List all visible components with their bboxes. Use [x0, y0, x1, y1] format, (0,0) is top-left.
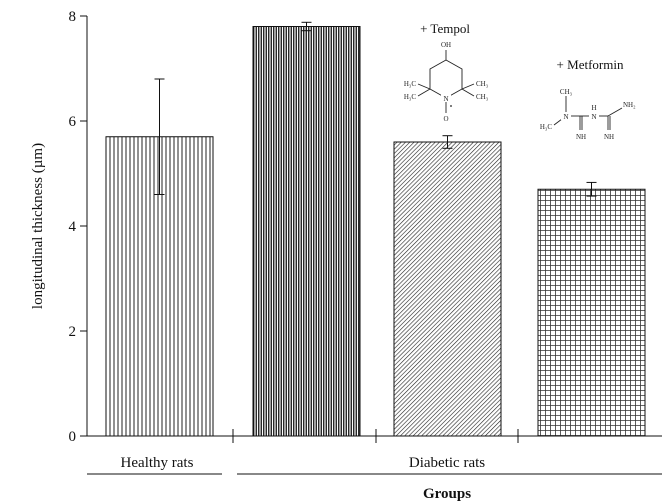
bars: [105, 21, 646, 437]
y-tick-label: 6: [69, 114, 77, 130]
metformin-atom-nh-left: NH: [576, 133, 586, 141]
tempol-atom-oh: OH: [441, 41, 451, 49]
metformin-atom-nh-right: NH: [604, 133, 614, 141]
metformin-atom-h3c: H₃C: [540, 123, 552, 131]
bar: [393, 141, 502, 437]
tempol-atom-n: N: [443, 95, 448, 103]
group-dividers: [232, 429, 519, 443]
group-label-healthy: Healthy rats: [121, 455, 194, 471]
metformin-structure: CH₃ H₃C N N H NH₂ NH NH: [540, 88, 636, 141]
tempol-structure: OH H₃C H₃C CH₃ CH₃ N O: [404, 41, 489, 123]
metformin-atom-n-left: N: [563, 113, 568, 121]
y-axis-ticks: 0 2 4 6 8: [69, 9, 87, 445]
tempol-atom-h3c-bottom: H₃C: [404, 93, 416, 101]
metformin-atom-h: H: [591, 104, 596, 112]
y-tick-label: 8: [69, 9, 77, 25]
tempol-atom-ch3-bottom: CH₃: [476, 93, 489, 101]
y-axis-title: longitudinal thickness (µm): [30, 143, 46, 309]
annotation-tempol: + Tempol: [420, 21, 470, 36]
bar: [252, 26, 361, 437]
metformin-atom-n-right: N: [591, 113, 596, 121]
tempol-atom-ch3-top: CH₃: [476, 80, 489, 88]
tempol-atom-o: O: [443, 115, 448, 123]
tempol-atom-h3c-top: H₃C: [404, 80, 416, 88]
y-tick-label: 0: [69, 429, 77, 445]
x-axis-title: Groups: [423, 486, 471, 502]
metformin-atom-nh2: NH₂: [623, 101, 636, 109]
annotation-metformin: + Metformin: [557, 57, 624, 72]
y-tick-label: 2: [69, 324, 77, 340]
metformin-atom-ch3: CH₃: [560, 88, 573, 96]
y-tick-label: 4: [69, 219, 77, 235]
group-label-diabetic: Diabetic rats: [409, 455, 485, 471]
bar: [537, 188, 646, 437]
